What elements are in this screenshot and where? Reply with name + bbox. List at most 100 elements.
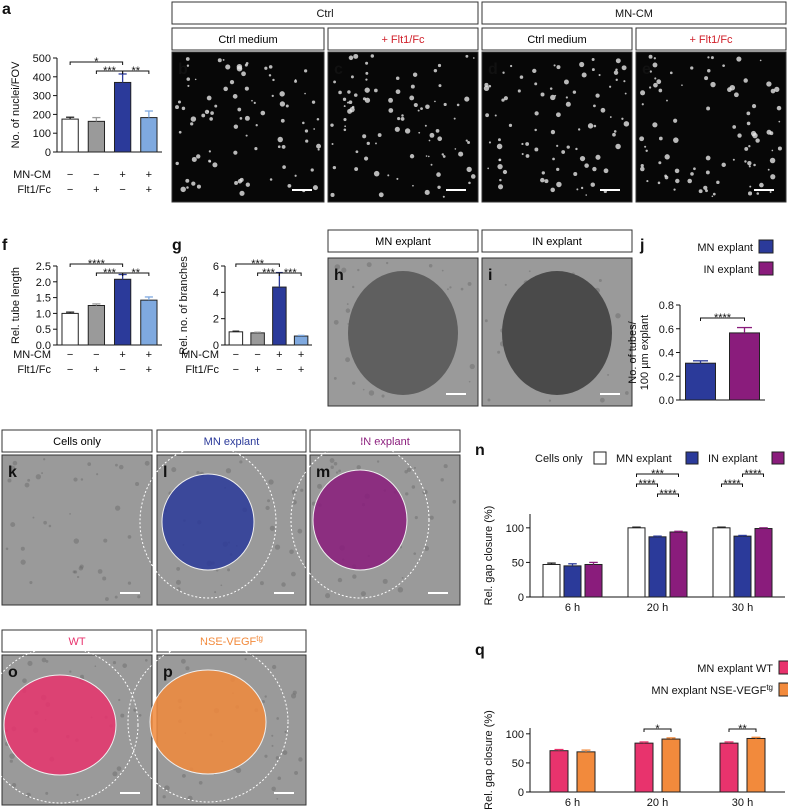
speck	[750, 130, 757, 137]
speck	[430, 163, 433, 166]
image-header: NSE-VEGFtg	[200, 634, 263, 649]
image-header: Cells only	[53, 436, 101, 448]
bar	[733, 535, 752, 598]
speck	[749, 185, 752, 188]
x-tick-label: 30 h	[732, 797, 753, 809]
significance-label: **	[131, 267, 140, 279]
speck	[225, 64, 231, 70]
speck	[69, 513, 71, 515]
legend-text: MN explant WT	[697, 663, 773, 675]
speck	[9, 465, 16, 471]
speck	[271, 94, 274, 98]
speck	[186, 64, 190, 67]
speck	[598, 278, 602, 282]
bar	[140, 299, 158, 346]
speck	[521, 153, 524, 156]
bar	[754, 528, 773, 598]
speck	[73, 538, 80, 544]
y-tick-label: 0.8	[659, 300, 674, 312]
speck	[707, 56, 710, 59]
speck	[767, 168, 770, 171]
speck	[285, 104, 289, 108]
speck	[190, 122, 194, 126]
y-tick-label: 400	[33, 72, 51, 84]
speck	[413, 552, 417, 555]
speck	[579, 155, 586, 162]
speck	[609, 85, 612, 88]
speck	[348, 55, 354, 61]
speck	[317, 148, 320, 151]
speck	[615, 68, 618, 71]
speck	[45, 791, 49, 795]
speck	[127, 535, 132, 539]
panel-letter: d	[488, 61, 498, 78]
image-header-box	[481, 27, 633, 51]
speck	[277, 136, 283, 143]
image-header-box	[171, 27, 325, 51]
y-tick-label: 1.5	[36, 293, 51, 305]
condition-sign: −	[119, 184, 125, 196]
speck	[345, 357, 351, 363]
speck	[600, 107, 606, 113]
condition-sign: −	[119, 364, 125, 376]
speck	[355, 150, 359, 154]
speck	[759, 59, 762, 62]
speck	[245, 134, 248, 137]
speck	[373, 170, 380, 177]
condition-sign: +	[119, 169, 125, 181]
speck	[434, 100, 436, 103]
panel-letter: e	[642, 61, 651, 78]
bar	[272, 286, 287, 346]
speck	[284, 730, 287, 734]
bar	[627, 527, 646, 598]
speck	[352, 285, 355, 289]
speck	[241, 71, 246, 77]
speck	[441, 269, 444, 272]
speck	[504, 283, 507, 286]
speck	[244, 115, 250, 121]
condition-name: Flt1/Fc	[17, 364, 51, 376]
condition-sign: +	[146, 184, 152, 196]
speck	[615, 58, 621, 64]
speck	[710, 56, 714, 60]
speck	[196, 184, 201, 189]
speck	[352, 574, 357, 579]
speck	[331, 142, 334, 145]
speck	[69, 670, 72, 673]
speck	[290, 693, 297, 699]
speck	[705, 170, 710, 175]
speck	[397, 587, 404, 593]
speck	[210, 111, 214, 115]
speck	[313, 128, 316, 130]
speck	[587, 123, 594, 129]
speck	[722, 64, 725, 68]
speck	[485, 113, 489, 118]
panel-letter: n	[475, 442, 485, 459]
speck	[343, 105, 346, 108]
speck	[469, 363, 475, 370]
speck	[311, 100, 316, 104]
significance-label: ***	[262, 267, 276, 279]
speck	[375, 142, 377, 145]
speck	[294, 79, 298, 83]
condition-sign: +	[119, 349, 125, 361]
image-header: + Flt1/Fc	[689, 34, 733, 46]
speck	[438, 84, 442, 88]
speck	[20, 559, 26, 565]
speck	[449, 286, 452, 289]
significance-bracket	[700, 317, 745, 321]
condition-sign: −	[67, 184, 73, 196]
speck	[404, 470, 408, 474]
legend-sup: tg	[766, 683, 773, 692]
speck	[549, 87, 553, 90]
bar	[293, 335, 309, 346]
speck	[251, 99, 253, 102]
speck	[453, 117, 456, 120]
speck	[748, 165, 751, 168]
speck	[776, 105, 782, 111]
y-tick-label: 0.2	[659, 371, 674, 383]
speck	[446, 288, 449, 291]
speck	[365, 71, 369, 75]
speck	[554, 94, 557, 97]
speck	[302, 121, 305, 125]
